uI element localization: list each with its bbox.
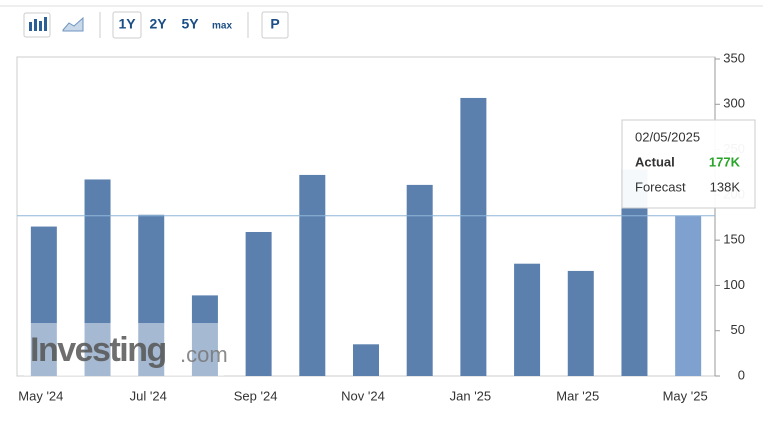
- tooltip-actual-label: Actual: [635, 154, 675, 169]
- x-tick-label: Jul '24: [130, 388, 167, 403]
- tooltip-actual-value: 177K: [709, 154, 741, 169]
- y-tick-label: 300: [723, 96, 745, 111]
- tooltip: [621, 119, 756, 209]
- x-tick-label: Mar '25: [556, 388, 599, 403]
- y-tick-label: 150: [723, 232, 745, 247]
- bar: [460, 97, 487, 377]
- bar: [191, 295, 218, 376]
- icon-part: [39, 21, 42, 31]
- bar: [30, 226, 57, 376]
- overlay: Investing .com 02/05/2025 Actual 177K Fo…: [24, 119, 756, 376]
- range-button[interactable]: 2Y: [149, 16, 167, 32]
- bar-chart-icon[interactable]: [23, 12, 51, 38]
- y-tick-label: 350: [723, 50, 745, 65]
- icon-part: [29, 22, 32, 31]
- bar: [675, 215, 702, 376]
- bar: [514, 263, 541, 376]
- watermark-suffix: .com: [180, 342, 228, 367]
- x-tick-label: May '25: [663, 388, 708, 403]
- y-tick-label: 50: [731, 322, 745, 337]
- icon-part: [44, 17, 47, 31]
- icon-part: [34, 19, 37, 31]
- bar: [567, 270, 594, 376]
- y-tick-label: 0: [738, 367, 745, 382]
- bar: [406, 184, 433, 376]
- range-button[interactable]: 1Y: [118, 16, 136, 32]
- tooltip-forecast-label: Forecast: [635, 179, 686, 194]
- x-tick-label: Sep '24: [234, 388, 278, 403]
- x-tick-label: May '24: [18, 388, 63, 403]
- range-button[interactable]: max: [212, 21, 232, 32]
- watermark-backdrop: [24, 323, 224, 376]
- tooltip-date: 02/05/2025: [635, 129, 700, 144]
- bar: [353, 344, 379, 376]
- x-tick-label: Jan '25: [450, 388, 492, 403]
- range-button-selected[interactable]: [112, 11, 142, 39]
- bar: [84, 179, 111, 376]
- watermark-brand: Investing: [30, 331, 166, 369]
- bar: [138, 214, 165, 376]
- tooltip-forecast-value: 138K: [710, 179, 741, 194]
- line-chart-icon[interactable]: [62, 16, 84, 32]
- x-tick-label: Nov '24: [341, 388, 385, 403]
- bar: [245, 231, 272, 376]
- range-button[interactable]: 5Y: [181, 16, 199, 32]
- bar: [299, 174, 326, 376]
- y-tick-label: 100: [723, 277, 745, 292]
- pin-button[interactable]: P: [270, 16, 279, 32]
- pin-button-box[interactable]: [261, 11, 289, 39]
